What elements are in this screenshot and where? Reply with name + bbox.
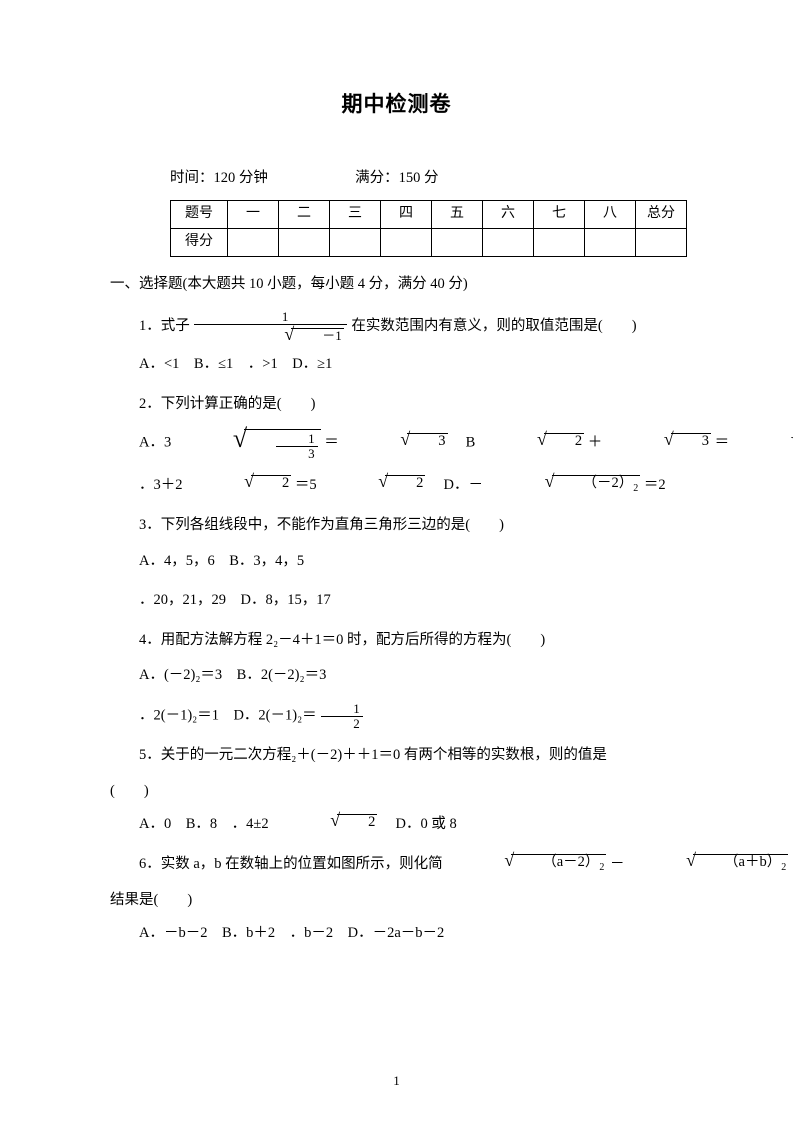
time-value: 120 分钟 <box>214 170 268 186</box>
question-3-options-line2: ．20，21，29 D．8，15，17 <box>110 587 683 615</box>
sqrt-icon: √3 <box>606 430 711 458</box>
header-cell: 三 <box>330 201 381 229</box>
sqrt-inner: （－2） <box>583 475 634 491</box>
question-3: 3．下列各组线段中，不能作为直角三角形三边的是( ) <box>110 512 683 540</box>
question-4-options-line1: A．(－2)₂＝3 B．2(－2)₂＝3 <box>110 662 683 690</box>
score-cell <box>432 229 483 257</box>
q5-opts-prefix: A．0 B．8 ．4±2 <box>139 816 269 832</box>
subscript: 2 <box>781 862 786 873</box>
score-cell <box>636 229 687 257</box>
q1-frac-num: 1 <box>194 310 346 325</box>
sqrt-inner: （a＋b） <box>724 854 781 870</box>
sqrt-inner: （a－2） <box>542 854 599 870</box>
header-cell: 二 <box>279 201 330 229</box>
score-cell <box>279 229 330 257</box>
score-cell <box>585 229 636 257</box>
frac-num: 1 <box>321 702 363 717</box>
score-cell <box>381 229 432 257</box>
sqrt-icon: √（－2）2 <box>487 472 641 500</box>
question-1: 1．式子 1 √－1 在实数范围内有意义，则的取值范围是( ) <box>110 310 683 343</box>
full-value: 150 分 <box>399 170 439 186</box>
q1-fraction: 1 √－1 <box>194 310 346 343</box>
frac-num: 1 <box>276 432 318 447</box>
header-cell: 一 <box>228 201 279 229</box>
header-cell: 四 <box>381 201 432 229</box>
frac-den: 2 <box>321 717 363 731</box>
header-cell: 八 <box>585 201 636 229</box>
q1-frac-den: √－1 <box>194 325 346 343</box>
question-2: 2．下列计算正确的是( ) <box>110 391 683 419</box>
question-3-options-line1: A．4，5，6 B．3，4，5 <box>110 548 683 576</box>
sqrt-icon: √（a＋b）2 <box>628 851 788 879</box>
q5-opts-suffix: D．0 或 8 <box>381 816 457 832</box>
q2-d-suffix: ＝2 <box>644 478 666 494</box>
sqrt-icon: √－1 <box>226 325 343 343</box>
subscript: 2 <box>633 483 638 494</box>
sqrt-icon: √2 <box>272 811 377 839</box>
question-5: 5．关于的一元二次方程₂＋(－2)＋＋1＝0 有两个相等的实数根，则的值是 <box>110 742 683 770</box>
question-4: 4．用配方法解方程 2₂－4＋1＝0 时，配方后所得的方程为( ) <box>110 627 683 655</box>
sqrt-icon: √（a－2）2 <box>446 851 606 879</box>
score-cell <box>228 229 279 257</box>
full-label: 满分： <box>355 170 399 186</box>
score-label-cell: 得分 <box>171 229 228 257</box>
question-2-options-line2: ．3＋2 √2 ＝5 √2 D．－ √（－2）2 ＝2 <box>110 472 683 500</box>
score-table: 题号 一 二 三 四 五 六 七 八 总分 得分 <box>170 200 687 256</box>
q2-a-sqrt-frac: 1 3 <box>276 432 318 460</box>
q6-minus: － <box>610 856 625 872</box>
question-6-cont: 结果是( ) <box>110 887 683 915</box>
sqrt-icon: √5 <box>733 430 793 458</box>
question-6: 6．实数 a，b 在数轴上的位置如图所示，则化简 √（a－2）2 － √（a＋b… <box>110 851 683 879</box>
score-cell <box>483 229 534 257</box>
subscript: 2 <box>599 862 604 873</box>
table-row: 得分 <box>171 229 687 257</box>
meta-line: 时间：120 分钟 满分：150 分 <box>110 165 683 193</box>
question-4-options-line2: ．2(－1)₂＝1 D．2(－1)₂＝ 1 2 <box>110 702 683 730</box>
header-cell: 七 <box>534 201 585 229</box>
header-cell: 五 <box>432 201 483 229</box>
q2-c-mid: ＝5 <box>295 478 317 494</box>
question-5-cont: ( ) <box>110 778 683 806</box>
q1-suffix: 在实数范围内有意义，则的取值范围是( ) <box>351 318 636 334</box>
q2-b-plus: ＋ <box>588 435 603 451</box>
header-cell: 题号 <box>171 201 228 229</box>
sqrt-icon: √3 <box>342 430 447 458</box>
score-cell <box>534 229 585 257</box>
sqrt-icon: √2 <box>479 430 584 458</box>
q4-c-prefix: ．2(－1)₂＝1 D．2(－1)₂＝ <box>139 707 317 723</box>
q4-c-frac: 1 2 <box>321 702 363 730</box>
question-6-options: A．－b－2 B．b＋2 ．b－2 D．－2a－b－2 <box>110 920 683 948</box>
page-title: 期中检测卷 <box>110 85 683 125</box>
header-cell: 六 <box>483 201 534 229</box>
page-container: 期中检测卷 时间：120 分钟 满分：150 分 题号 一 二 三 四 五 六 … <box>0 0 793 1122</box>
q2-c-prefix: ．3＋2 <box>139 478 183 494</box>
time-label: 时间： <box>170 170 214 186</box>
q6-prefix: 6．实数 a，b 在数轴上的位置如图所示，则化简 <box>139 856 443 872</box>
q2-d-prefix: D．－ <box>429 478 483 494</box>
sqrt-icon: √ 1 3 <box>175 426 321 460</box>
q2-b-prefix: B <box>451 435 475 451</box>
q2-a-eq: ＝ <box>324 435 339 451</box>
q2-b-eq: ＝ <box>715 435 730 451</box>
question-5-options: A．0 B．8 ．4±2 √2 D．0 或 8 <box>110 811 683 839</box>
frac-den: 3 <box>276 447 318 461</box>
q2-a-prefix: A．3 <box>139 435 171 451</box>
header-cell: 总分 <box>636 201 687 229</box>
page-number: 1 <box>0 1069 793 1094</box>
table-row: 题号 一 二 三 四 五 六 七 八 总分 <box>171 201 687 229</box>
score-cell <box>330 229 381 257</box>
sqrt-icon: √2 <box>186 472 291 500</box>
section-1-heading: 一、选择题(本大题共 10 小题，每小题 4 分，满分 40 分) <box>110 271 683 299</box>
question-1-options: A．<1 B．≤1 ．>1 D．≥1 <box>110 351 683 379</box>
question-2-options-line1: A．3 √ 1 3 ＝ √3 B √2 ＋ √3 ＝ √5 <box>110 426 683 460</box>
sqrt-icon: √2 <box>320 472 425 500</box>
q1-prefix: 1．式子 <box>139 318 190 334</box>
